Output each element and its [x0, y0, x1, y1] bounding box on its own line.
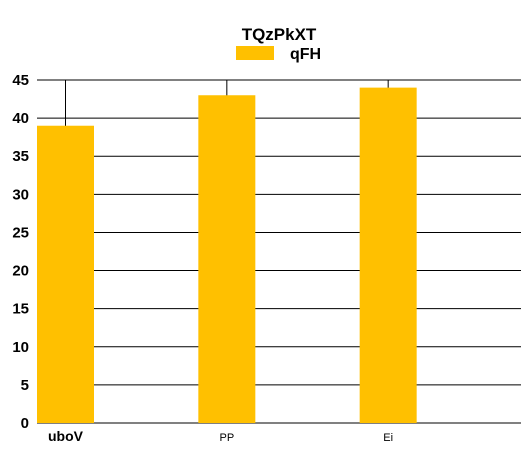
chart-title: TQzPkXT	[242, 25, 317, 44]
legend-label: qFH	[290, 46, 321, 63]
bar-uboV	[37, 125, 94, 423]
y-tick-label-1: 5	[21, 377, 29, 394]
y-tick-label-4: 20	[12, 263, 29, 280]
x-tick-label-0: uboV	[48, 428, 84, 444]
bar-PP	[198, 95, 256, 423]
grid-lines	[37, 79, 521, 424]
legend: qFH	[236, 46, 321, 63]
bar-Ei	[359, 87, 417, 423]
y-tick-label-2: 10	[12, 339, 29, 356]
legend-swatch	[236, 46, 274, 60]
y-tick-labels: 0 5 10 15 20 25 30 35 40 45	[12, 72, 29, 432]
x-tick-label-2: Ei	[383, 432, 393, 444]
y-tick-label-6: 30	[12, 186, 29, 203]
x-tick-labels: uboV PP Ei	[48, 428, 393, 444]
y-tick-label-3: 15	[12, 301, 29, 318]
bars	[37, 87, 417, 423]
y-tick-label-0: 0	[21, 415, 29, 432]
y-tick-label-7: 35	[12, 148, 29, 165]
y-tick-label-9: 45	[12, 72, 29, 89]
y-tick-label-8: 40	[12, 110, 29, 127]
y-tick-label-5: 25	[12, 224, 29, 241]
x-tick-label-1: PP	[219, 432, 234, 444]
